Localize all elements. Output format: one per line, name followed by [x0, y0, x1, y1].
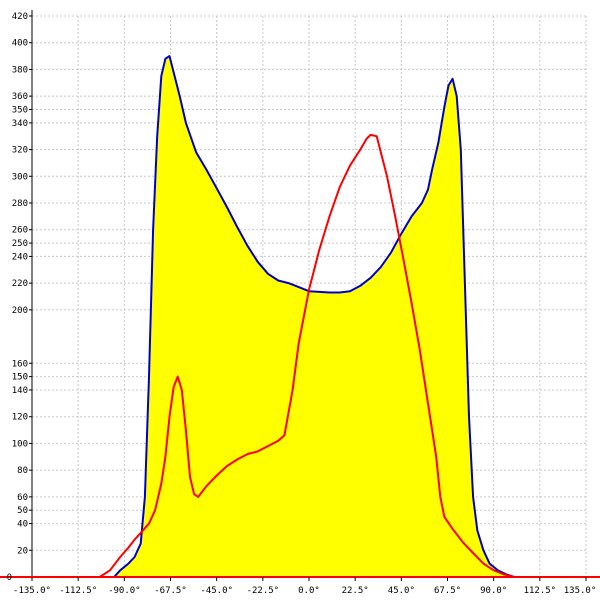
y-tick-label: 80: [17, 466, 28, 476]
y-tick-label: 150: [12, 373, 28, 383]
y-tick-label: 40: [17, 520, 28, 530]
y-tick-label: 160: [12, 359, 28, 369]
y-tick-label: 360: [12, 92, 28, 102]
x-tick-label: -67.5°: [154, 586, 187, 596]
y-tick-label: 220: [12, 279, 28, 289]
x-tick-label: 22.5°: [342, 586, 369, 596]
x-tick-label: -135.0°: [13, 586, 51, 596]
y-tick-label: 340: [12, 119, 28, 129]
line-layer: [99, 55, 586, 578]
y-tick-label: 200: [12, 306, 28, 316]
x-tick-label: -112.5°: [59, 586, 97, 596]
y-tick-label: 60: [17, 493, 28, 503]
y-tick-label: 140: [12, 386, 28, 396]
x-tick-label: 45.0°: [388, 586, 415, 596]
y-tick-label: 100: [12, 439, 28, 449]
x-tick-label: 90.0°: [480, 586, 507, 596]
x-tick-label: 112.5°: [524, 586, 557, 596]
y-tick-label: 120: [12, 413, 28, 423]
area-layer: [103, 56, 525, 578]
x-tick-label: 135.0°: [564, 586, 597, 596]
x-tick-label: -90.0°: [108, 586, 141, 596]
series-0-area: [103, 56, 525, 578]
y-tick-label: 50: [17, 506, 28, 516]
y-tick-label: 240: [12, 252, 28, 262]
y-tick-label: 300: [12, 172, 28, 182]
series-1-line: [99, 133, 586, 578]
y-tick-label: 260: [12, 226, 28, 236]
y-tick-label: 400: [12, 39, 28, 49]
y-tick-label: 320: [12, 146, 28, 156]
y-tick-label: 380: [12, 65, 28, 75]
series-0-line: [103, 55, 525, 578]
x-tick-label: 67.5°: [434, 586, 461, 596]
axes: [0, 10, 600, 581]
y-tick-label: 20: [17, 546, 28, 556]
tick-labels: 20 40 50 60 80 100 120 140 150 160 200 220 240 250 260…: [7, 12, 597, 596]
x-tick-label: 0.0°: [298, 586, 320, 596]
x-tick-label: -22.5°: [247, 586, 280, 596]
y-tick-label: 350: [12, 106, 28, 116]
y-tick-label: 250: [12, 239, 28, 249]
y-tick-label: 420: [12, 12, 28, 22]
x-tick-label: -45.0°: [200, 586, 233, 596]
y-tick-label: 280: [12, 199, 28, 209]
y-tick-label-zero: 0: [7, 573, 12, 583]
